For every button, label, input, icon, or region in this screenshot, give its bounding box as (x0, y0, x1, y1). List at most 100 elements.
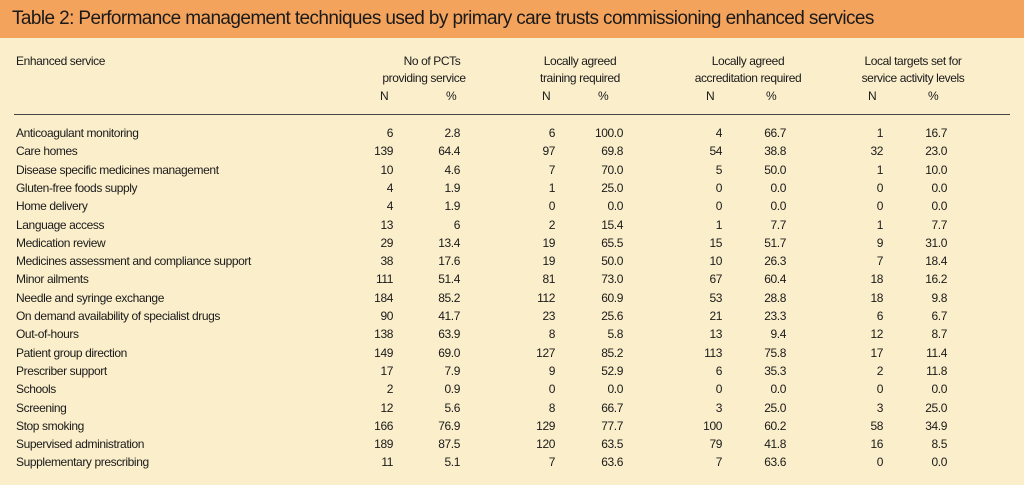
cell-pcts-pct: 1.9 (444, 180, 461, 195)
service-name: Home delivery (16, 199, 88, 214)
service-name: Gluten-free foods supply (16, 180, 138, 195)
cell-pcts-n: 138 (374, 327, 393, 342)
table-row: Home delivery 4 1.9 0 0.0 0 0.0 0 0.0 (0, 199, 1024, 217)
cell-accreditation-n: 1 (715, 217, 723, 232)
cell-training-n: 120 (536, 437, 555, 452)
table-row: Care homes 139 64.4 97 69.8 54 38.8 32 23.0 (0, 144, 1024, 162)
cell-pcts-n: 12 (380, 400, 393, 415)
cell-training-pct: 50.0 (601, 254, 623, 269)
cell-accreditation-n: 13 (709, 327, 722, 342)
cell-pcts-n: 38 (380, 254, 393, 269)
header-n: N (706, 89, 715, 103)
cell-training-pct: 15.4 (601, 217, 623, 232)
service-name: Schools (16, 382, 56, 397)
cell-training-pct: 85.2 (601, 345, 623, 360)
table-row: Schools 2 0.9 0 0.0 0 0.0 0 0.0 (0, 382, 1024, 400)
cell-pcts-n: 29 (380, 235, 393, 250)
cell-targets-pct: 0.0 (931, 382, 948, 397)
cell-accreditation-n: 113 (704, 345, 722, 360)
table-row: Supplementary prescribing 11 5.1 7 63.6 7 63.6… (0, 455, 1024, 473)
cell-accreditation-pct: 75.8 (764, 345, 786, 360)
table-title: Table 2: Performance management techniqu… (12, 8, 874, 29)
cell-pcts-n: 166 (374, 418, 393, 433)
cell-pcts-pct: 6 (453, 217, 461, 232)
cell-training-pct: 63.5 (601, 437, 623, 452)
cell-accreditation-pct: 28.8 (764, 290, 786, 305)
cell-targets-n: 6 (876, 309, 884, 323)
cell-pcts-pct: 13.4 (438, 235, 460, 250)
cell-targets-n: 32 (870, 144, 883, 159)
cell-training-pct: 0.0 (607, 199, 624, 214)
table-row: Medicines assessment and compliance supp… (0, 254, 1024, 272)
cell-accreditation-n: 0 (715, 382, 723, 397)
cell-targets-pct: 0.0 (931, 180, 948, 195)
header-pcts-line2: providing service (382, 71, 466, 85)
header-pct: % (598, 89, 609, 103)
service-name: Supplementary prescribing (16, 455, 149, 470)
cell-training-pct: 0.0 (607, 382, 624, 397)
service-name: Supervised administration (16, 437, 145, 452)
cell-training-pct: 52.9 (601, 363, 623, 378)
cell-pcts-pct: 63.9 (438, 327, 460, 342)
header-accreditation-line2: accreditation required (694, 71, 802, 85)
cell-training-n: 6 (548, 126, 556, 140)
cell-pcts-n: 149 (374, 345, 393, 360)
cell-accreditation-pct: 66.7 (764, 126, 786, 140)
header-enhanced-service: Enhanced service (16, 54, 105, 68)
cell-pcts-n: 2 (386, 382, 394, 397)
cell-targets-pct: 6.7 (931, 309, 948, 323)
cell-targets-n: 58 (870, 418, 883, 433)
cell-targets-n: 18 (870, 290, 883, 305)
cell-pcts-pct: 0.9 (444, 382, 461, 397)
cell-targets-n: 7 (876, 254, 884, 269)
cell-pcts-pct: 7.9 (444, 363, 461, 378)
table-row: Needle and syringe exchange 184 85.2 112 60.… (0, 291, 1024, 309)
cell-targets-n: 2 (876, 363, 884, 378)
table-row: Stop smoking 166 76.9 129 77.7 100 60.2 58 34.9 (0, 419, 1024, 437)
cell-targets-n: 0 (876, 455, 884, 470)
cell-training-pct: 69.8 (601, 144, 623, 159)
cell-pcts-pct: 2.8 (444, 126, 461, 140)
cell-targets-pct: 18.4 (925, 254, 947, 269)
header-n: N (868, 89, 877, 103)
header-accreditation-line1: Locally agreed (711, 54, 785, 68)
cell-accreditation-pct: 0.0 (770, 199, 787, 214)
cell-pcts-n: 4 (386, 199, 394, 214)
table-row: Language access 13 6 2 15.4 1 7.7 1 7.7 (0, 218, 1024, 236)
cell-accreditation-n: 53 (709, 290, 722, 305)
table-title-bar: Table 2: Performance management techniqu… (0, 0, 1024, 38)
cell-training-n: 112 (537, 290, 555, 305)
cell-accreditation-n: 79 (709, 437, 722, 452)
header-targets-line1: Local targets set for (864, 54, 962, 68)
cell-training-pct: 66.7 (601, 400, 623, 415)
cell-training-pct: 65.5 (601, 235, 623, 250)
cell-accreditation-pct: 9.4 (770, 327, 787, 342)
cell-targets-pct: 8.5 (931, 437, 948, 452)
cell-training-n: 81 (542, 272, 555, 287)
cell-accreditation-n: 15 (709, 235, 722, 250)
header-pct: % (928, 89, 939, 103)
cell-pcts-n: 111 (375, 272, 393, 287)
cell-targets-pct: 16.2 (925, 272, 947, 287)
cell-training-n: 19 (542, 254, 555, 269)
service-name: Anticoagulant monitoring (16, 126, 139, 140)
cell-pcts-pct: 64.4 (438, 144, 460, 159)
cell-accreditation-pct: 38.8 (764, 144, 786, 159)
service-name: Prescriber support (16, 363, 107, 378)
cell-targets-n: 1 (876, 217, 884, 232)
cell-accreditation-pct: 0.0 (770, 180, 787, 195)
cell-pcts-pct: 17.6 (438, 254, 460, 269)
cell-training-n: 8 (548, 400, 556, 415)
cell-accreditation-n: 21 (709, 309, 722, 323)
cell-targets-pct: 31.0 (925, 235, 947, 250)
cell-targets-n: 9 (876, 235, 884, 250)
cell-training-n: 129 (536, 418, 555, 433)
cell-pcts-n: 184 (374, 290, 393, 305)
service-name: Disease specific medicines management (16, 162, 219, 177)
cell-accreditation-n: 6 (715, 363, 723, 378)
cell-targets-pct: 10.0 (925, 162, 947, 177)
cell-pcts-n: 11 (381, 455, 393, 470)
cell-pcts-n: 90 (380, 309, 393, 323)
cell-accreditation-n: 5 (715, 162, 723, 177)
cell-targets-pct: 9.8 (931, 290, 948, 305)
